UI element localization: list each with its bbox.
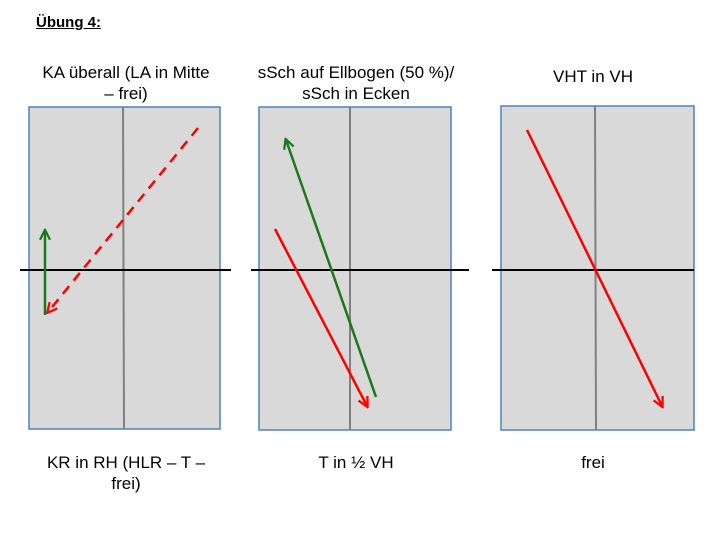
panel-1-bottom-label-line1: KR in RH (HLR – T – [46, 453, 206, 472]
panel-2-rink [251, 106, 469, 431]
panel-3-red-arrow [525, 129, 662, 406]
panel-2-rink-area [258, 106, 452, 431]
panel-1-top-label-line2: – frei) [104, 84, 148, 103]
panel-1-center-line [122, 106, 125, 430]
panel-2-top-label-line2: sSch in Ecken [302, 84, 410, 103]
panel-1-bottom-label: KR in RH (HLR – T – frei) [20, 452, 232, 494]
panel-2-top-label-line1: sSch auf Ellbogen (50 %)/ [257, 63, 455, 82]
panel-3-bottom-label: frei [492, 452, 694, 473]
panel-2-top-label: sSch auf Ellbogen (50 %)/ sSch in Ecken [246, 62, 466, 104]
panel-1-top-label-line1: KA überall (LA in Mitte [42, 63, 210, 82]
panel-2-bottom-label: T in ½ VH [246, 452, 466, 473]
panel-1-top-label: KA überall (LA in Mitte – frei) [20, 62, 232, 104]
panel-1-dashed-red-arrow [48, 127, 199, 312]
panel-1-bottom-label-line2: frei) [111, 474, 141, 493]
panel-2-bottom-label-line1: T in ½ VH [318, 453, 394, 472]
panel-3-rink-area [500, 105, 695, 431]
panel-3-rink [492, 105, 695, 431]
panel-2-green-arrow [286, 140, 378, 398]
panel-3-top-label-line1: VHT in VH [553, 67, 633, 86]
exercise-title: Übung 4: [36, 14, 101, 31]
panel-1-rink [20, 106, 231, 430]
panel-2-red-arrow [273, 228, 367, 406]
panel-3-top-label: VHT in VH [492, 66, 694, 87]
panel-3-bottom-label-line1: frei [581, 453, 605, 472]
